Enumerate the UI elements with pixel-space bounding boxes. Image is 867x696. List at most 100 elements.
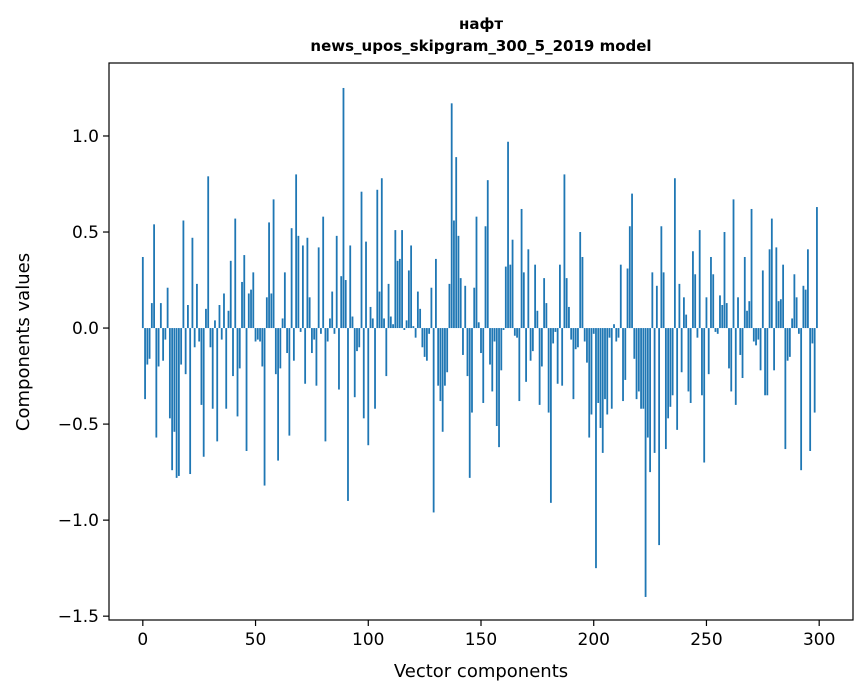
bar-component-184 <box>556 328 559 384</box>
bar-component-89 <box>342 87 345 329</box>
bar-component-120 <box>412 326 415 329</box>
bar-component-182 <box>552 328 555 344</box>
bar-component-198 <box>588 328 591 438</box>
bar-component-122 <box>416 291 419 329</box>
bar-component-216 <box>628 226 631 329</box>
bar-component-202 <box>597 328 600 403</box>
bar-component-186 <box>561 328 564 386</box>
bar-component-34 <box>218 305 221 329</box>
bar-component-43 <box>238 328 241 369</box>
bar-component-78 <box>317 247 320 329</box>
bar-component-282 <box>777 301 780 329</box>
bar-component-86 <box>335 235 338 329</box>
bar-component-103 <box>374 328 376 409</box>
bar-component-292 <box>800 328 803 471</box>
bar-component-58 <box>272 199 275 329</box>
bar-component-8 <box>159 303 162 329</box>
bar-component-281 <box>775 247 778 329</box>
bar-component-176 <box>538 328 541 405</box>
bar-component-192 <box>574 328 577 350</box>
bar-component-243 <box>689 328 692 403</box>
bar-component-60 <box>277 328 279 461</box>
bar-component-259 <box>725 303 728 329</box>
bar-component-148 <box>475 216 478 329</box>
bar-component-127 <box>428 328 431 334</box>
bar-component-255 <box>716 328 719 334</box>
bar-component-244 <box>692 251 694 329</box>
bar-component-175 <box>536 310 539 329</box>
x-tick-label: 150 <box>465 630 497 650</box>
bar-component-147 <box>473 287 476 329</box>
y-axis-ticks: −1.5 −1.0 −0.5 0.0 0.5 1.0 <box>58 127 109 627</box>
bar-component-263 <box>734 328 737 405</box>
bar-component-251 <box>707 328 710 375</box>
bar-component-11 <box>166 287 169 329</box>
bar-component-230 <box>660 226 663 329</box>
bar-component-55 <box>265 297 268 329</box>
bar-component-151 <box>482 328 485 403</box>
bar-component-183 <box>554 328 557 332</box>
bar-component-2 <box>146 328 149 365</box>
bar-component-31 <box>211 328 214 409</box>
bar-component-234 <box>669 328 672 407</box>
bar-component-269 <box>748 301 751 329</box>
bar-component-131 <box>437 328 440 386</box>
bar-component-62 <box>281 318 284 329</box>
bar-component-61 <box>279 328 282 369</box>
bar-component-114 <box>398 258 401 329</box>
bar-component-278 <box>768 249 771 329</box>
bar-component-236 <box>673 178 676 329</box>
bar-component-106 <box>380 178 383 329</box>
bar-component-7 <box>157 328 160 367</box>
bar-component-201 <box>595 328 597 569</box>
bar-component-229 <box>658 328 661 546</box>
bar-component-222 <box>642 328 645 409</box>
bar-component-32 <box>214 320 216 329</box>
bar-component-45 <box>243 255 246 329</box>
bar-component-105 <box>378 291 381 329</box>
bar-component-221 <box>640 328 642 409</box>
bar-component-13 <box>171 328 174 471</box>
bar-component-30 <box>209 328 212 348</box>
bar-component-223 <box>644 328 647 597</box>
bar-component-110 <box>389 316 392 329</box>
bar-component-72 <box>304 328 307 384</box>
x-tick-label: 100 <box>352 630 384 650</box>
bar-component-1 <box>144 328 146 400</box>
bar-component-205 <box>604 328 606 400</box>
bar-component-80 <box>322 216 325 329</box>
bar-component-26 <box>200 328 203 405</box>
bar-component-264 <box>737 297 739 329</box>
bar-component-217 <box>631 193 633 329</box>
bar-component-247 <box>698 230 701 329</box>
bar-component-188 <box>565 278 568 329</box>
bar-component-287 <box>788 328 791 357</box>
y-tick-label: −1.5 <box>58 607 99 627</box>
bar-component-187 <box>563 174 566 329</box>
bar-component-142 <box>462 328 464 355</box>
bar-component-82 <box>326 328 329 342</box>
bar-component-46 <box>245 328 248 451</box>
bar-component-9 <box>162 328 165 361</box>
bar-component-165 <box>513 328 516 336</box>
x-axis-ticks: 0 50 100 150 200 250 300 <box>137 620 835 650</box>
x-tick-label: 300 <box>803 630 835 650</box>
bar-component-285 <box>784 328 787 450</box>
bar-component-250 <box>705 297 708 329</box>
bar-component-130 <box>435 258 437 329</box>
bar-component-208 <box>610 328 613 409</box>
bar-component-196 <box>583 328 586 342</box>
bar-component-35 <box>220 328 223 340</box>
bar-component-265 <box>739 328 742 355</box>
bar-component-241 <box>685 314 688 329</box>
bar-component-256 <box>719 295 721 329</box>
bar-component-71 <box>301 245 304 329</box>
bar-component-36 <box>223 293 225 329</box>
bar-component-17 <box>180 328 183 365</box>
bar-component-28 <box>205 308 207 329</box>
bar-component-116 <box>403 328 406 330</box>
bar-component-138 <box>453 220 455 329</box>
bar-component-161 <box>504 266 507 329</box>
bar-component-193 <box>577 328 579 348</box>
